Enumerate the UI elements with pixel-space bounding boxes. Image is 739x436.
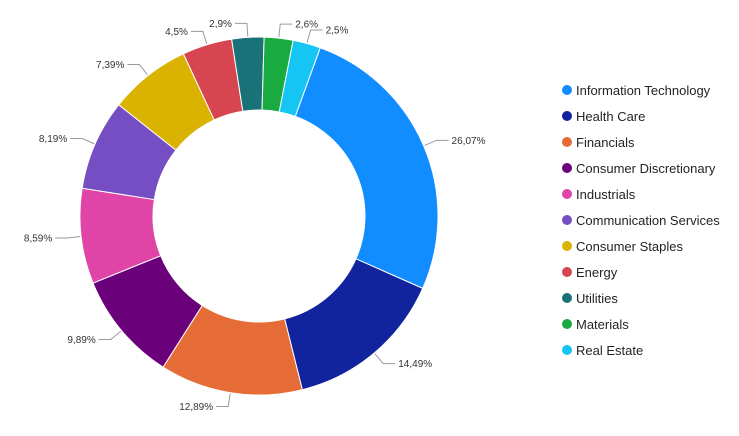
legend-marker-icon <box>562 215 572 225</box>
data-label-communication-services: 8,19% <box>39 134 67 145</box>
legend-item-consumer-discretionary[interactable]: Consumer Discretionary <box>562 155 720 181</box>
legend-marker-icon <box>562 319 572 329</box>
legend-item-consumer-staples[interactable]: Consumer Staples <box>562 233 720 259</box>
legend-label: Information Technology <box>576 82 711 98</box>
legend-marker-icon <box>562 345 572 355</box>
leader-line-real-estate <box>306 29 323 43</box>
legend-label: Real Estate <box>576 342 644 358</box>
legend-label: Financials <box>576 134 635 150</box>
legend-marker-icon <box>562 111 572 121</box>
legend-label: Consumer Discretionary <box>576 160 716 176</box>
leader-line-information-technology <box>424 139 449 146</box>
legend-marker-icon <box>562 163 572 173</box>
legend-marker-icon <box>562 137 572 147</box>
legend-label: Consumer Staples <box>576 238 683 254</box>
slice-real-estate[interactable] <box>278 39 321 118</box>
data-label-health-care: 14,49% <box>398 359 432 370</box>
legend-label: Materials <box>576 316 629 332</box>
data-label-utilities: 2,9% <box>209 19 232 30</box>
legend-label: Health Care <box>576 108 646 124</box>
leader-line-financials <box>216 393 231 408</box>
legend-marker-icon <box>562 267 572 277</box>
data-label-consumer-staples: 7,39% <box>96 60 124 71</box>
data-label-information-technology: 26,07% <box>452 136 486 147</box>
data-label-real-estate: 2,5% <box>326 26 349 37</box>
legend-item-real-estate[interactable]: Real Estate <box>562 337 720 363</box>
legend-item-information-technology[interactable]: Information Technology <box>562 77 720 103</box>
legend-item-industrials[interactable]: Industrials <box>562 181 720 207</box>
legend-label: Industrials <box>576 186 636 202</box>
data-label-industrials: 8,59% <box>24 233 52 244</box>
data-label-financials: 12,89% <box>179 402 213 413</box>
leader-line-consumer-discretionary <box>98 330 122 341</box>
legend-item-communication-services[interactable]: Communication Services <box>562 207 720 233</box>
legend-label: Energy <box>576 264 618 280</box>
legend-item-energy[interactable]: Energy <box>562 259 720 285</box>
leader-line-communication-services <box>70 138 95 145</box>
legend-item-materials[interactable]: Materials <box>562 311 720 337</box>
leader-line-materials <box>278 23 293 38</box>
legend-marker-icon <box>562 85 572 95</box>
legend-marker-icon <box>562 293 572 303</box>
data-label-materials: 2,6% <box>295 20 318 31</box>
legend: Information Technology Health Care Financi… <box>562 77 720 363</box>
legend-label: Utilities <box>576 290 618 306</box>
leader-line-energy <box>190 30 208 44</box>
legend-item-utilities[interactable]: Utilities <box>562 285 720 311</box>
slice-information-technology[interactable] <box>294 47 439 290</box>
leader-line-industrials <box>55 235 81 239</box>
legend-marker-icon <box>562 189 572 199</box>
data-label-consumer-discretionary: 9,89% <box>67 335 95 346</box>
leader-line-health-care <box>374 353 396 365</box>
leader-line-utilities <box>234 22 249 37</box>
legend-item-financials[interactable]: Financials <box>562 129 720 155</box>
legend-marker-icon <box>562 241 572 251</box>
legend-item-health-care[interactable]: Health Care <box>562 103 720 129</box>
data-label-energy: 4,5% <box>165 27 188 38</box>
legend-label: Communication Services <box>576 212 720 228</box>
leader-line-consumer-staples <box>127 64 148 76</box>
